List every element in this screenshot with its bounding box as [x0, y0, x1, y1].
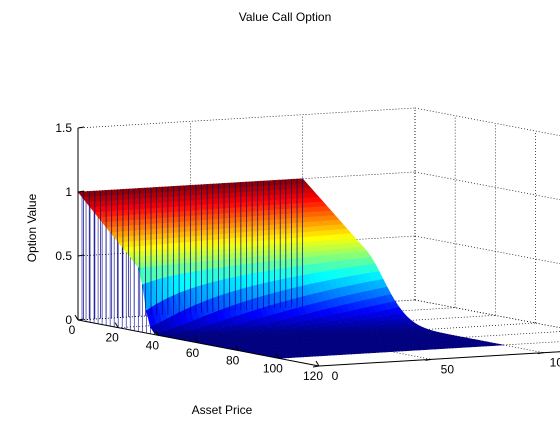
- y-tick-mark: [425, 358, 432, 361]
- x-tick-mark: [114, 322, 119, 328]
- x-tick-label: 60: [186, 346, 200, 360]
- y-tick-label: 0: [332, 369, 339, 383]
- x-tick-mark: [275, 353, 280, 359]
- y-tick-label: 50: [441, 362, 455, 376]
- chart-title: Value Call Option: [239, 10, 332, 24]
- z-tick-label: 0.5: [55, 249, 72, 263]
- x-tick-mark: [235, 345, 240, 351]
- axis-ticks: 02040608010012005010015000.511.5: [55, 121, 560, 383]
- x-tick-label: 40: [146, 338, 160, 352]
- z-tick-mark: [77, 254, 85, 257]
- x-tick-mark: [74, 314, 79, 321]
- z-tick-mark: [77, 190, 85, 193]
- z-tick-label: 1.5: [55, 121, 72, 135]
- x-tick-label: 100: [263, 361, 283, 375]
- z-tick-label: 0: [65, 313, 72, 327]
- x-axis-label: Asset Price: [192, 403, 253, 417]
- z-tick-mark: [77, 318, 85, 321]
- y-axis-line: [318, 351, 560, 367]
- x-tick-label: 20: [105, 331, 119, 345]
- grid-line-back-z: [414, 235, 560, 265]
- x-tick-mark: [315, 360, 320, 367]
- x-tick-mark: [195, 337, 199, 344]
- grid-line-left-z: [77, 107, 416, 129]
- y-tick-mark: [312, 365, 320, 368]
- grid-line-back-z: [414, 171, 560, 201]
- z-axis-label: Option Value: [25, 193, 39, 262]
- z-tick-label: 1: [65, 185, 72, 199]
- x-tick-mark: [154, 330, 159, 336]
- y-tick-label: 100: [550, 356, 560, 370]
- z-tick-mark: [77, 126, 85, 129]
- grid-line-back-z: [414, 107, 560, 137]
- y-tick-mark: [537, 352, 544, 355]
- x-tick-label: 120: [303, 369, 323, 383]
- x-tick-label: 0: [69, 323, 76, 337]
- x-tick-label: 80: [226, 354, 240, 368]
- option-value-surface: [77, 178, 504, 359]
